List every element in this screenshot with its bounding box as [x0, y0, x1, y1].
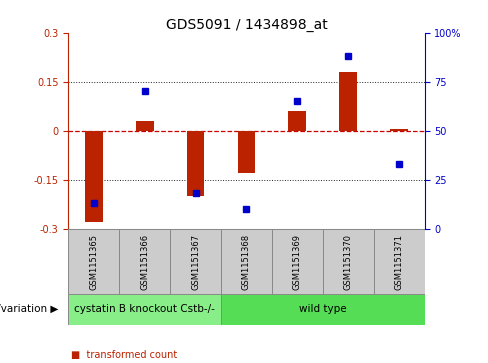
Bar: [374, 229, 425, 294]
Text: GSM1151366: GSM1151366: [140, 234, 149, 290]
Text: GSM1151367: GSM1151367: [191, 234, 200, 290]
Text: ■  transformed count: ■ transformed count: [71, 350, 177, 360]
Bar: [221, 294, 425, 325]
Title: GDS5091 / 1434898_at: GDS5091 / 1434898_at: [165, 18, 327, 32]
Text: GSM1151368: GSM1151368: [242, 234, 251, 290]
Bar: [323, 229, 374, 294]
Bar: [119, 229, 170, 294]
Text: genotype/variation ▶: genotype/variation ▶: [0, 305, 59, 314]
Text: GSM1151370: GSM1151370: [344, 234, 353, 290]
Text: GSM1151371: GSM1151371: [395, 234, 404, 290]
Bar: [68, 294, 221, 325]
Bar: [390, 129, 408, 131]
Bar: [288, 111, 306, 131]
Bar: [85, 131, 102, 222]
Bar: [68, 229, 119, 294]
Bar: [339, 72, 357, 131]
Text: cystatin B knockout Cstb-/-: cystatin B knockout Cstb-/-: [74, 305, 215, 314]
Bar: [136, 121, 154, 131]
Text: wild type: wild type: [299, 305, 346, 314]
Bar: [170, 229, 221, 294]
Bar: [186, 131, 204, 196]
Bar: [238, 131, 255, 173]
Bar: [272, 229, 323, 294]
Text: GSM1151365: GSM1151365: [89, 234, 98, 290]
Text: GSM1151369: GSM1151369: [293, 234, 302, 290]
Bar: [221, 229, 272, 294]
